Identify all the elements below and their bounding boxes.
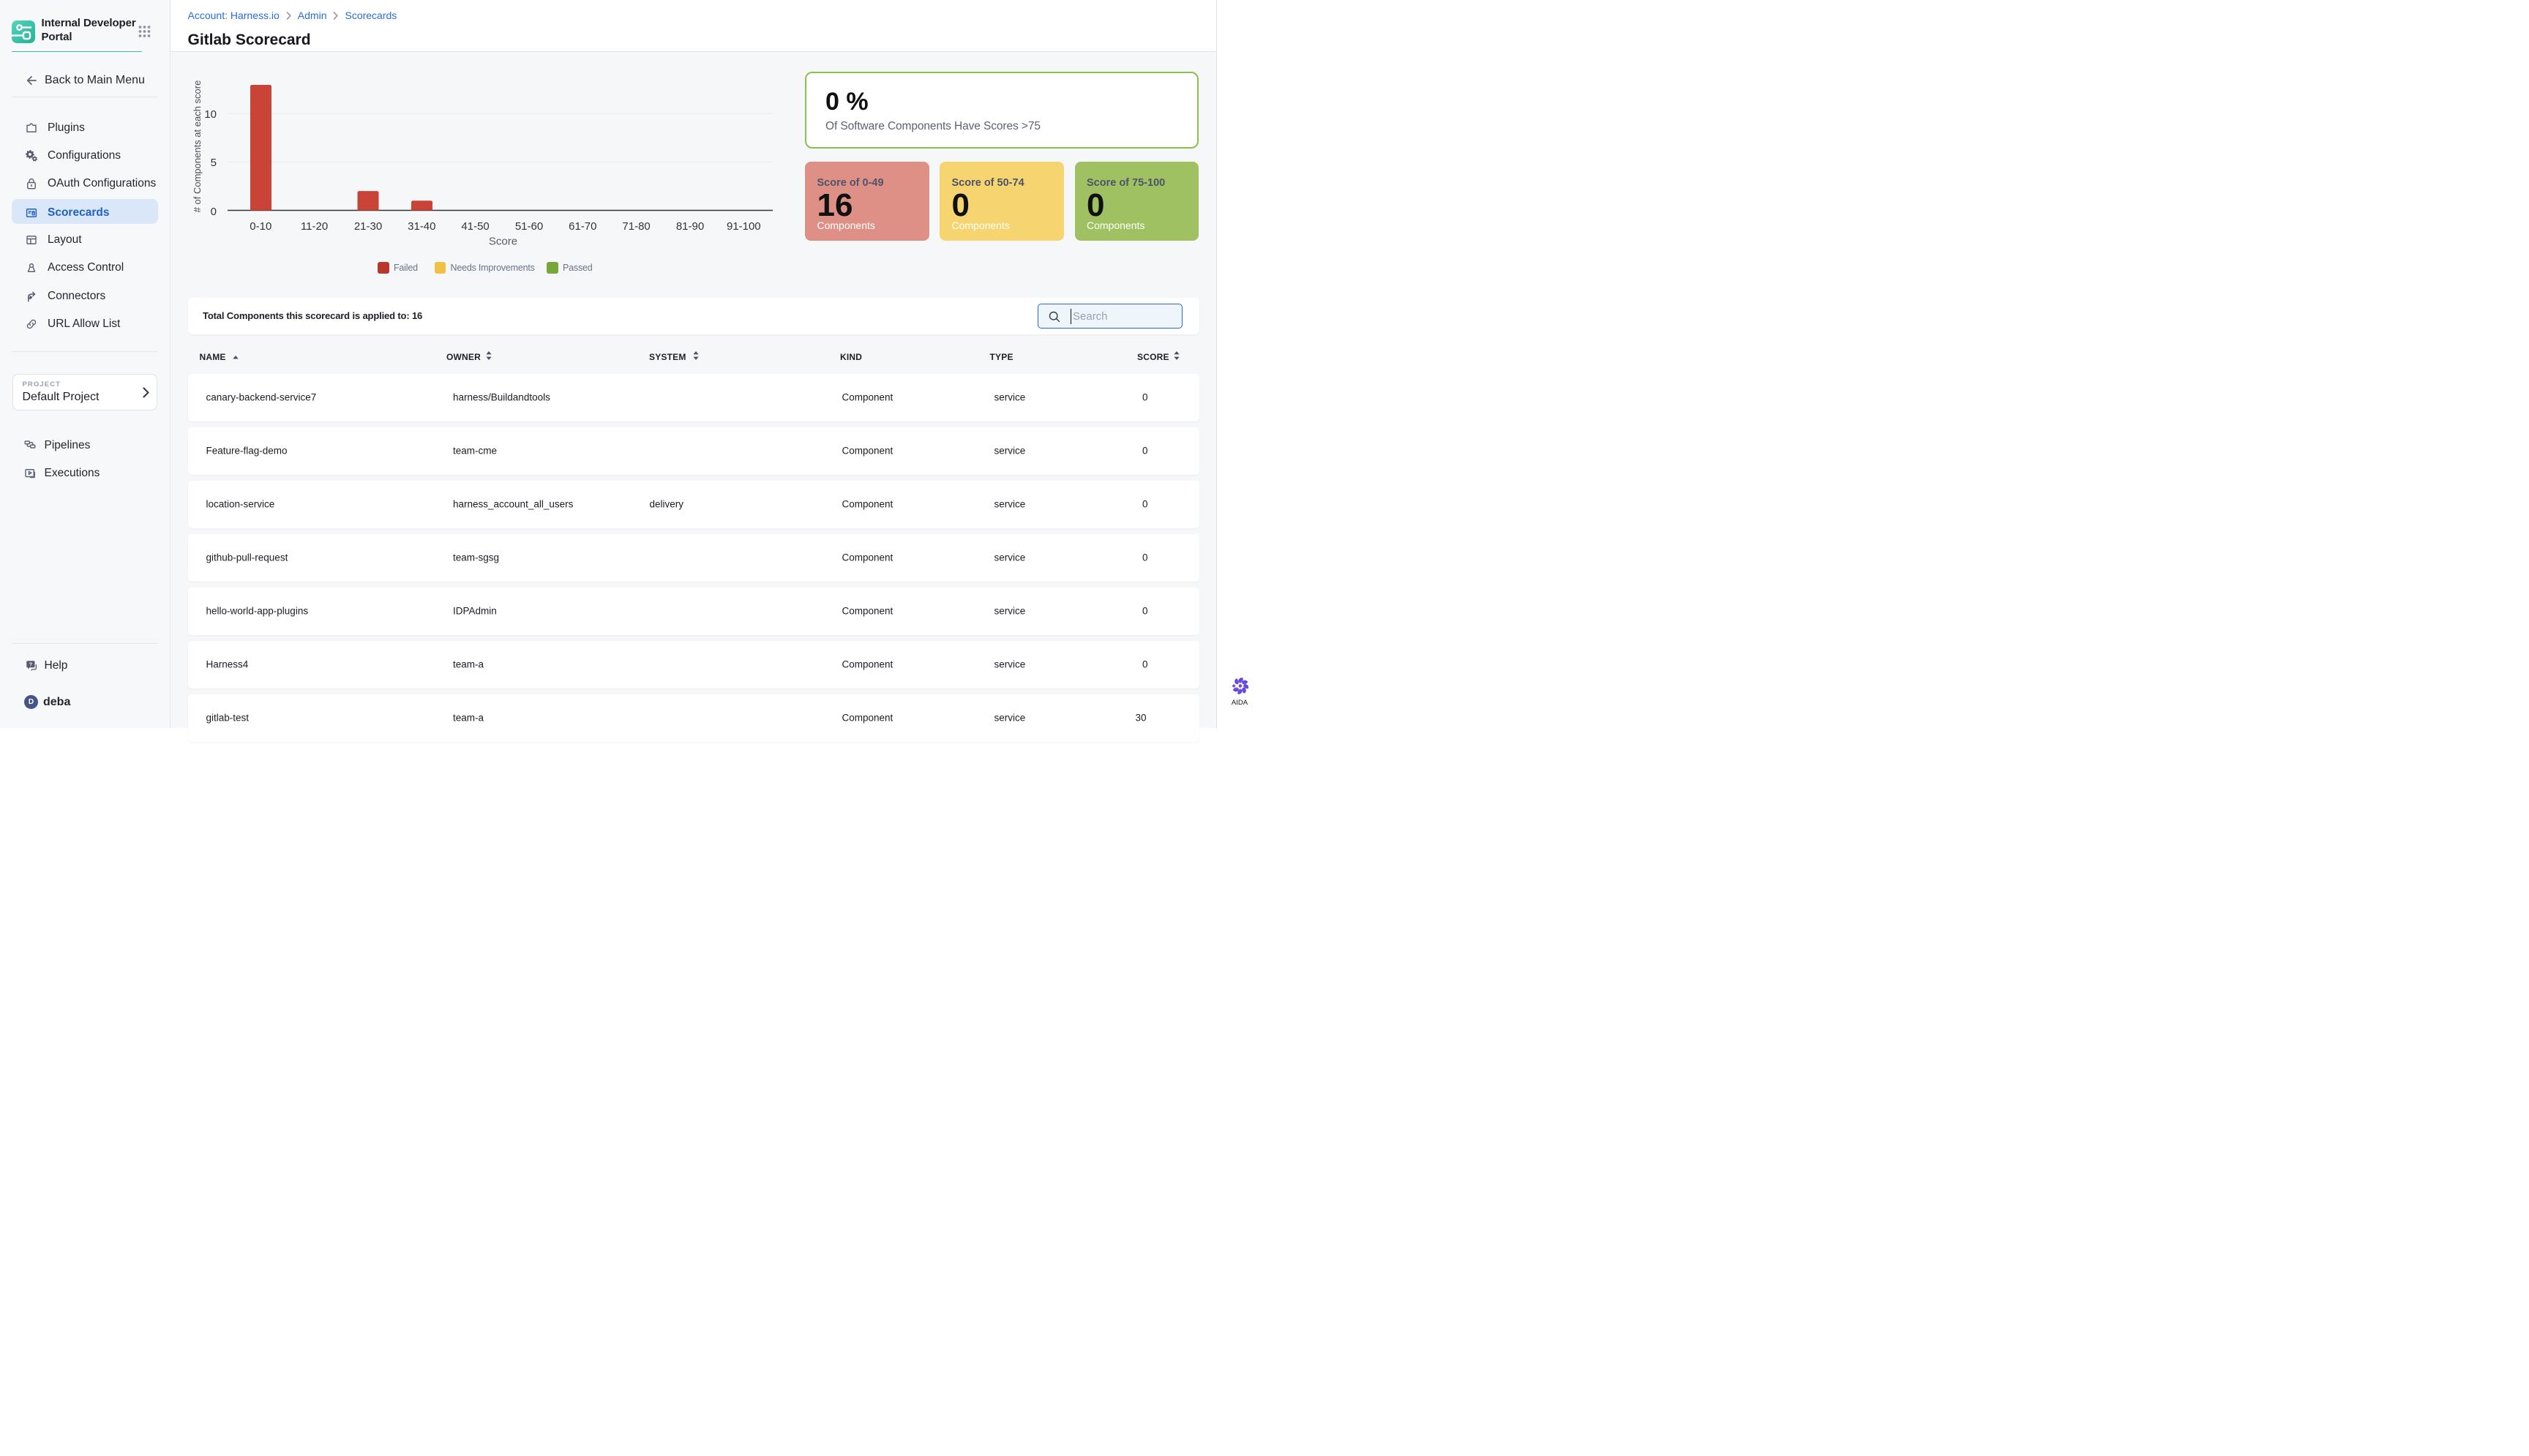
svg-text:5: 5 (211, 157, 217, 169)
svg-text:21-30: 21-30 (354, 220, 382, 233)
svg-text:0: 0 (211, 206, 217, 218)
svg-text:51-60: 51-60 (515, 220, 543, 233)
svg-text:0-10: 0-10 (250, 220, 271, 233)
svg-text:31-40: 31-40 (408, 220, 435, 233)
svg-text:41-50: 41-50 (461, 220, 489, 233)
svg-text:81-90: 81-90 (676, 220, 704, 233)
svg-text:61-70: 61-70 (569, 220, 596, 233)
svg-text:10: 10 (204, 108, 217, 121)
svg-text:Score: Score (489, 236, 517, 248)
svg-text:?: ? (29, 661, 33, 667)
svg-text:# of Components at each score: # of Components at each score (192, 80, 203, 213)
svg-text:71-80: 71-80 (622, 220, 650, 233)
svg-text:11-20: 11-20 (301, 220, 328, 233)
svg-text:91-100: 91-100 (727, 220, 761, 233)
